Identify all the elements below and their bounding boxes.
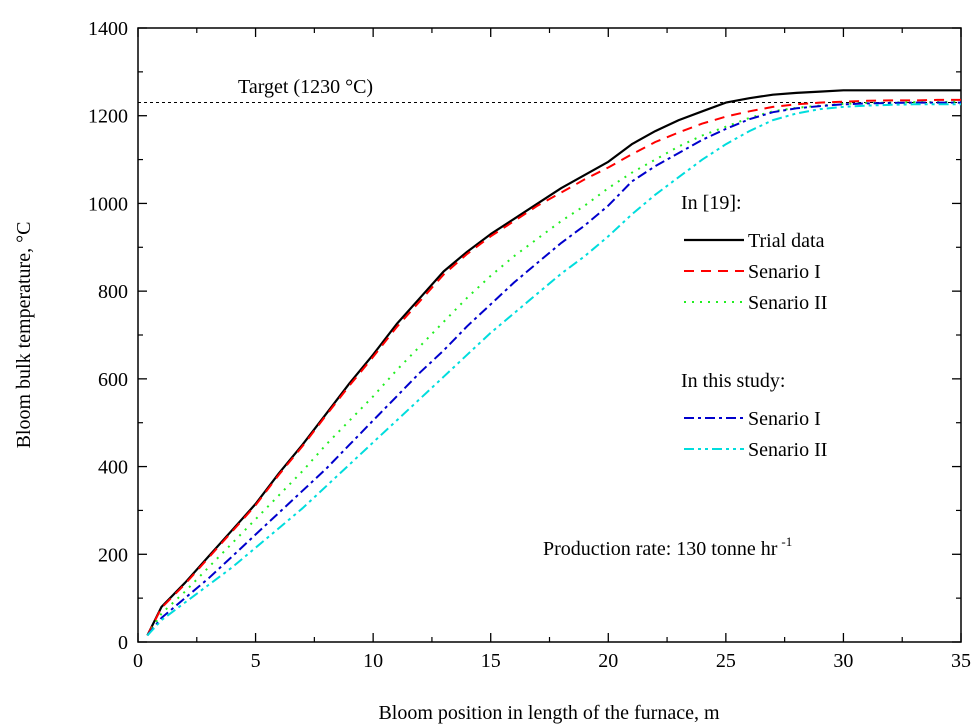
x-tick-label: 10 (363, 650, 383, 672)
y-tick-label: 200 (98, 544, 128, 566)
y-tick-label: 400 (98, 457, 128, 479)
series-lines (146, 89, 962, 637)
senario-i-literature-line (146, 98, 961, 636)
y-axis-label: Bloom bulk temperature, °C (13, 222, 35, 449)
production-rate-annotation: Production rate: 130 tonne hr -1 (543, 534, 792, 560)
x-tick-label: 35 (951, 650, 971, 672)
legend-heading-literature: In [19]: (681, 192, 742, 214)
x-tick-label: 5 (251, 650, 261, 672)
y-tick-label: 800 (98, 281, 128, 303)
legend-label: Senario II (748, 292, 827, 314)
y-tick-label: 1200 (88, 106, 128, 128)
tick-labels: 0 5 10 15 20 25 30 35 0 200 400 600 800 1000 1200 1400 (88, 18, 971, 672)
senario-i-study-line (146, 101, 961, 637)
x-tick-label: 20 (598, 650, 618, 672)
legend-entry-senario-ii-literature: Senario II (684, 292, 827, 314)
x-tick-label: 0 (133, 650, 143, 672)
y-tick-label: 1000 (88, 193, 128, 215)
legend: In [19]: Trial data Senario I Senario II… (681, 192, 827, 461)
legend-label: Senario II (748, 439, 827, 461)
y-tick-label: 0 (118, 632, 128, 654)
y-tick-label: 600 (98, 369, 128, 391)
trial-data-line (146, 89, 961, 636)
y-tick-label: 1400 (88, 18, 128, 40)
legend-heading-this-study: In this study: (681, 370, 785, 392)
legend-entry-senario-ii-study: Senario II (684, 439, 827, 461)
target-label: Target (1230 °C) (238, 76, 373, 98)
legend-entry-senario-i-study: Senario I (684, 408, 821, 430)
production-rate-superscript: -1 (781, 534, 792, 549)
legend-label: Trial data (748, 230, 825, 252)
x-tick-label: 15 (481, 650, 501, 672)
x-tick-label: 30 (833, 650, 853, 672)
legend-label: Senario I (748, 408, 821, 430)
legend-label: Senario I (748, 261, 821, 283)
legend-entry-trial-data: Trial data (684, 230, 825, 252)
production-rate-text: Production rate: 130 tonne hr (543, 538, 778, 560)
x-tick-label: 25 (716, 650, 736, 672)
tick-marks (137, 27, 962, 643)
x-axis-label: Bloom position in length of the furnace,… (378, 702, 719, 724)
legend-entry-senario-i-literature: Senario I (684, 261, 821, 283)
senario-ii-study-line (146, 103, 961, 637)
